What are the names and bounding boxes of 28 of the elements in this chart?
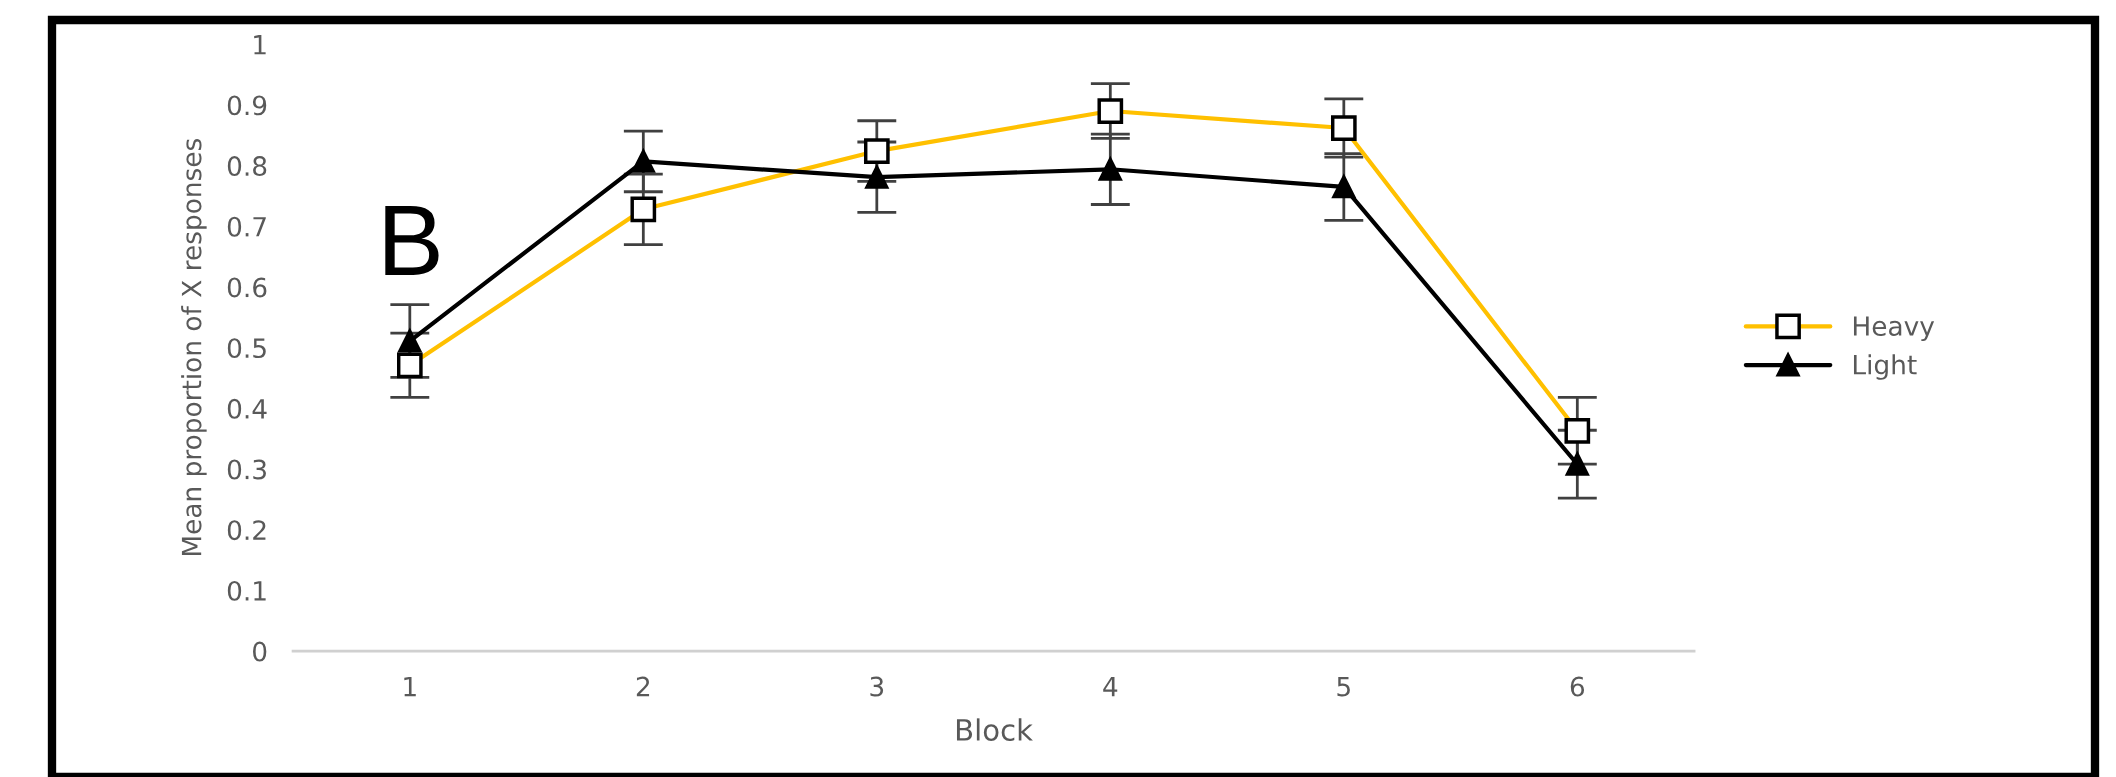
x-tick-label: 5 bbox=[1337, 676, 1350, 697]
x-tick-label: 4 bbox=[1103, 676, 1118, 697]
point bbox=[865, 165, 889, 189]
y-tick-label: 0.2 bbox=[227, 520, 266, 541]
x-tick-label: 2 bbox=[636, 676, 650, 697]
x-tick-label: 3 bbox=[870, 676, 884, 697]
x-tick-label: 6 bbox=[1570, 676, 1585, 697]
legend-label: Light bbox=[1853, 354, 1917, 380]
y-tick-label: 0 bbox=[253, 641, 267, 662]
y-tick-label: 0.8 bbox=[227, 156, 267, 177]
point bbox=[631, 149, 655, 173]
x-axis-title: Block bbox=[956, 718, 1033, 741]
y-tick-label: 0.1 bbox=[227, 580, 266, 601]
point bbox=[397, 327, 423, 353]
point bbox=[1564, 450, 1590, 476]
x-tick-label: 1 bbox=[404, 676, 416, 697]
legend-label: Heavy bbox=[1853, 316, 1935, 342]
y-tick-label: 0.7 bbox=[227, 216, 266, 237]
point bbox=[1332, 175, 1356, 199]
y-tick-label: 0.6 bbox=[227, 277, 267, 298]
y-axis-title: Mean proportion of X responses bbox=[181, 138, 207, 556]
y-tick-label: 0.3 bbox=[227, 459, 266, 480]
y-tick-label: 0.4 bbox=[227, 398, 267, 419]
y-tick-label: 0.5 bbox=[227, 338, 266, 359]
y-tick-label: 0.9 bbox=[227, 95, 267, 116]
annotation: B bbox=[385, 206, 439, 275]
y-tick-label: 1 bbox=[254, 35, 266, 55]
point bbox=[1098, 157, 1122, 181]
